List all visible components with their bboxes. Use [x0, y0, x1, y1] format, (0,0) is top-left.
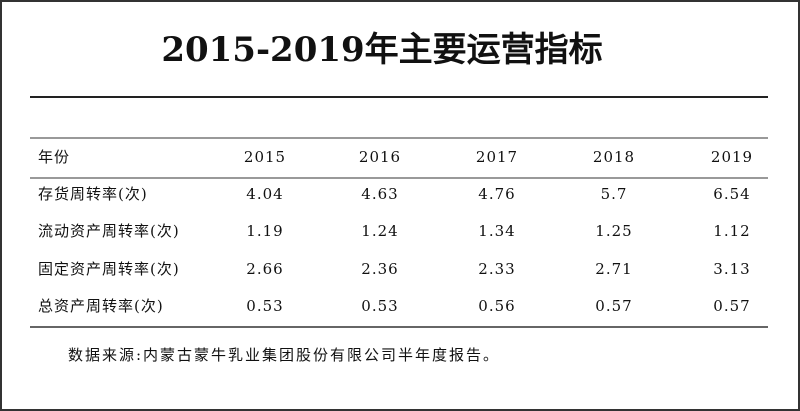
cell-value: 5.7	[601, 185, 628, 203]
cell-value: 6.54	[713, 185, 750, 203]
cell-value: 1.19	[246, 222, 283, 240]
cell-value: 1.12	[713, 222, 750, 240]
title: 2015-2019年主要运营指标	[161, 30, 602, 70]
source-note: 数据来源:内蒙古蒙牛乳业集团股份有限公司半年度报告。	[68, 346, 500, 364]
row-label: 总资产周转率(次)	[38, 297, 164, 315]
cell-value: 0.53	[246, 297, 283, 315]
row-label: 流动资产周转率(次)	[38, 222, 180, 240]
row-label: 存货周转率(次)	[38, 185, 148, 203]
header-label: 年份	[38, 148, 70, 166]
cell-value: 2.33	[478, 260, 515, 278]
cell-value: 0.56	[478, 297, 515, 315]
header-year: 2015	[244, 148, 286, 166]
header-year: 2017	[476, 148, 518, 166]
cell-value: 4.04	[246, 185, 283, 203]
cell-value: 4.63	[361, 185, 398, 203]
header-year: 2016	[359, 148, 401, 166]
cell-value: 0.57	[595, 297, 632, 315]
cell-value: 4.76	[478, 185, 515, 203]
cell-value: 2.71	[595, 260, 632, 278]
table: 年份 2015 2016 2017 2018 2019 存货周转率(次) 4.04 4.63 4.…	[38, 148, 753, 315]
cell-value: 1.34	[478, 222, 515, 240]
cell-value: 1.25	[595, 222, 632, 240]
header-year: 2018	[593, 148, 635, 166]
cell-value: 2.36	[361, 260, 398, 278]
row-label: 固定资产周转率(次)	[38, 260, 180, 278]
cell-value: 1.24	[361, 222, 398, 240]
cell-value: 3.13	[713, 260, 750, 278]
cell-value: 0.53	[361, 297, 398, 315]
cell-value: 0.57	[713, 297, 750, 315]
header-year: 2019	[711, 148, 753, 166]
cell-value: 2.66	[246, 260, 283, 278]
